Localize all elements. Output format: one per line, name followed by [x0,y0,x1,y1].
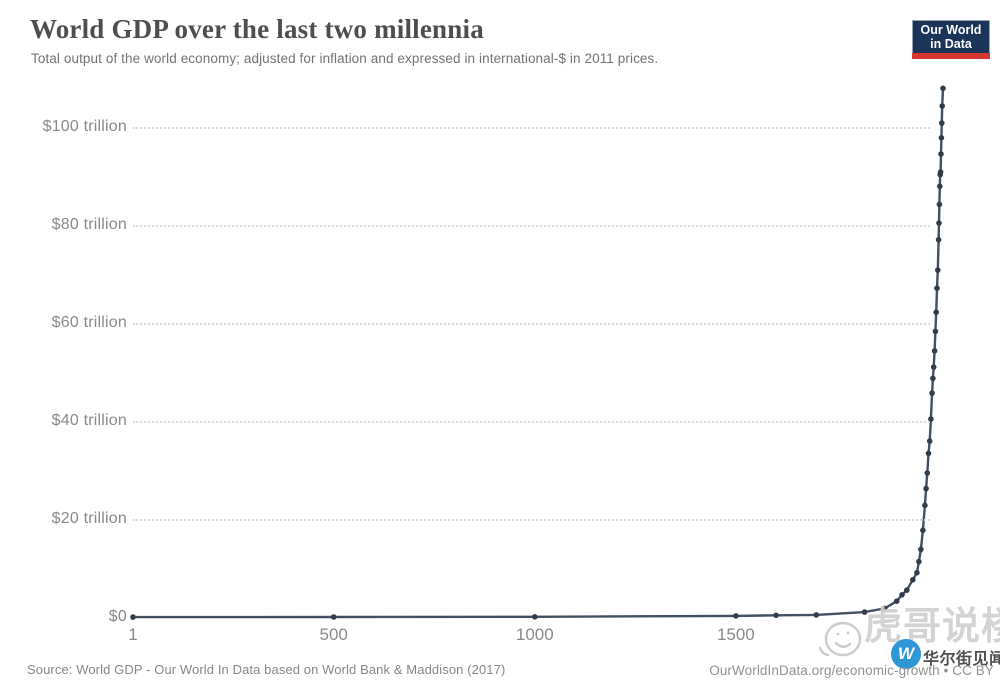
y-axis-label: $20 trillion [51,510,127,527]
gdp-data-point [938,151,944,157]
gdp-data-point [130,614,136,620]
y-gridline [133,127,930,129]
gdp-data-point [938,135,945,141]
gdp-data-point [922,502,928,509]
gdp-data-point [733,613,739,619]
gdp-data-point [910,577,916,583]
wallstreetcn-label: 华尔街见闻 [923,651,1000,668]
gdp-data-point [924,470,931,476]
gdp-data-point [939,103,945,109]
smiley-face-icon [818,621,862,657]
gdp-data-point [933,309,939,316]
gdp-data-point [929,390,935,396]
gdp-data-point [932,328,939,335]
y-gridline [133,421,930,423]
y-axis-label: $40 trillion [51,412,127,429]
wallstreetcn-w-letter: W [897,644,915,663]
y-gridline [133,323,930,325]
x-axis-label: 1000 [515,625,554,644]
gdp-data-point [926,438,933,444]
gdp-data-point [923,485,929,492]
page-subtitle: Total output of the world economy; adjus… [31,51,659,66]
gdp-data-point [920,527,926,534]
gdp-data-point [931,348,938,354]
attribution-note: OurWorldInData.org/economic-growth • CC … [709,663,994,678]
watermark-text: 虎哥说楼 [864,606,1000,648]
owid-logo-red-stripe [912,53,990,59]
gdp-data-point [330,614,337,620]
gdp-data-point [914,569,920,576]
x-axis-label: 1 [128,625,138,644]
owid-logo-line2: in Data [930,37,972,51]
gdp-data-point [773,612,779,619]
y-gridline [133,519,930,521]
gdp-data-point [936,201,943,208]
gdp-data-point [935,267,941,273]
y-axis-label: $0 [108,608,127,625]
gdp-data-point [925,450,932,457]
gdp-data-point [934,285,940,292]
y-axis-label: $80 trillion [51,216,127,233]
gdp-data-point [936,220,942,226]
gdp-data-point [940,85,946,92]
gdp-data-point [937,171,943,178]
gdp-data-point [916,558,922,565]
gdp-data-point [904,587,910,593]
y-gridline [133,225,930,227]
y-axis-label: $60 trillion [51,314,127,331]
wallstreetcn-w-icon: W [891,639,921,669]
gdp-data-point [935,236,942,243]
owid-logo-line1: Our World [920,23,982,37]
y-axis-label: $100 trillion [42,118,127,135]
gdp-data-point [937,169,944,175]
gdp-data-point [813,612,820,618]
source-note: Source: World GDP - Our World In Data ba… [27,662,506,677]
gdp-data-point [918,546,924,553]
page-title: World GDP over the last two millennia [30,14,484,44]
x-axis-label: 1500 [716,625,755,644]
gdp-data-point [930,364,937,370]
x-axis-label: 500 [319,625,348,644]
owid-logo: Our World in Data [912,20,990,59]
owid-logo-text: Our World in Data [912,20,990,53]
gdp-data-point [937,183,943,190]
gdp-data-point [939,120,945,126]
gdp-data-point [899,592,905,598]
gdp-series-line [132,88,945,619]
gdp-data-point [930,375,936,382]
gdp-data-point [532,614,538,620]
